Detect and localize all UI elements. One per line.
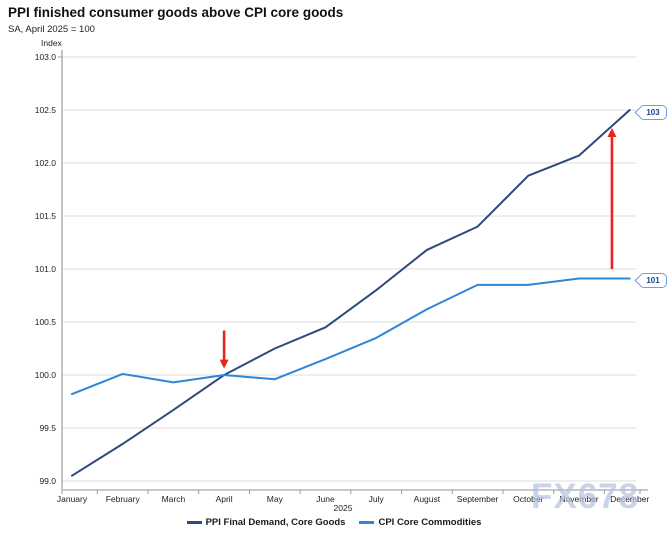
x-axis-month-label: July (369, 494, 385, 504)
y-axis-tick-label: 102.0 (35, 158, 57, 168)
chart-subtitle: SA, April 2025 = 100 (8, 24, 95, 35)
x-axis-month-label: September (457, 494, 499, 504)
ppi-series-line (71, 109, 631, 477)
x-axis-month-label: December (610, 494, 649, 504)
cpi-end-value-callout: 101 (639, 273, 667, 288)
up-arrow-head (607, 128, 617, 138)
ppi-end-value-callout: 103 (639, 105, 667, 120)
legend-label-ppi: PPI Final Demand, Core Goods (205, 517, 346, 528)
x-axis-year-label: 2025 (333, 503, 353, 513)
y-axis-tick-label: 99.5 (39, 423, 56, 433)
y-axis-tick-label: 100.0 (35, 370, 57, 380)
x-axis-month-label: June (316, 494, 335, 504)
chart-title: PPI finished consumer goods above CPI co… (8, 5, 344, 20)
cpi-series-line (71, 277, 631, 396)
legend-item-ppi: PPI Final Demand, Core Goods (186, 517, 346, 528)
x-axis-month-label: August (414, 494, 441, 504)
y-axis-tick-label: 100.5 (35, 317, 57, 327)
x-axis-month-label: November (559, 494, 598, 504)
y-axis-tick-label: 101.5 (35, 211, 57, 221)
y-axis-tick-label: 102.5 (35, 105, 57, 115)
fx678-watermark: FX678 (531, 477, 640, 516)
x-axis-month-label: January (57, 494, 88, 504)
x-axis-month-label: October (513, 494, 543, 504)
cpi-line-swatch (359, 521, 375, 524)
x-axis-month-label: March (162, 494, 186, 504)
y-axis-title: Index (41, 38, 62, 48)
y-axis-tick-label: 99.0 (39, 476, 56, 486)
x-axis-month-label: April (216, 494, 233, 504)
ppi-line-swatch (186, 521, 202, 524)
x-axis-month-label: May (267, 494, 284, 504)
legend-label-cpi: CPI Core Commodities (378, 517, 482, 528)
y-axis-tick-label: 101.0 (35, 264, 57, 274)
legend: PPI Final Demand, Core Goods CPI Core Co… (0, 517, 668, 528)
y-axis-tick-label: 103.0 (35, 52, 57, 62)
legend-item-cpi: CPI Core Commodities (359, 517, 481, 528)
down-arrow-head (219, 359, 229, 369)
x-axis-month-label: February (106, 494, 141, 504)
